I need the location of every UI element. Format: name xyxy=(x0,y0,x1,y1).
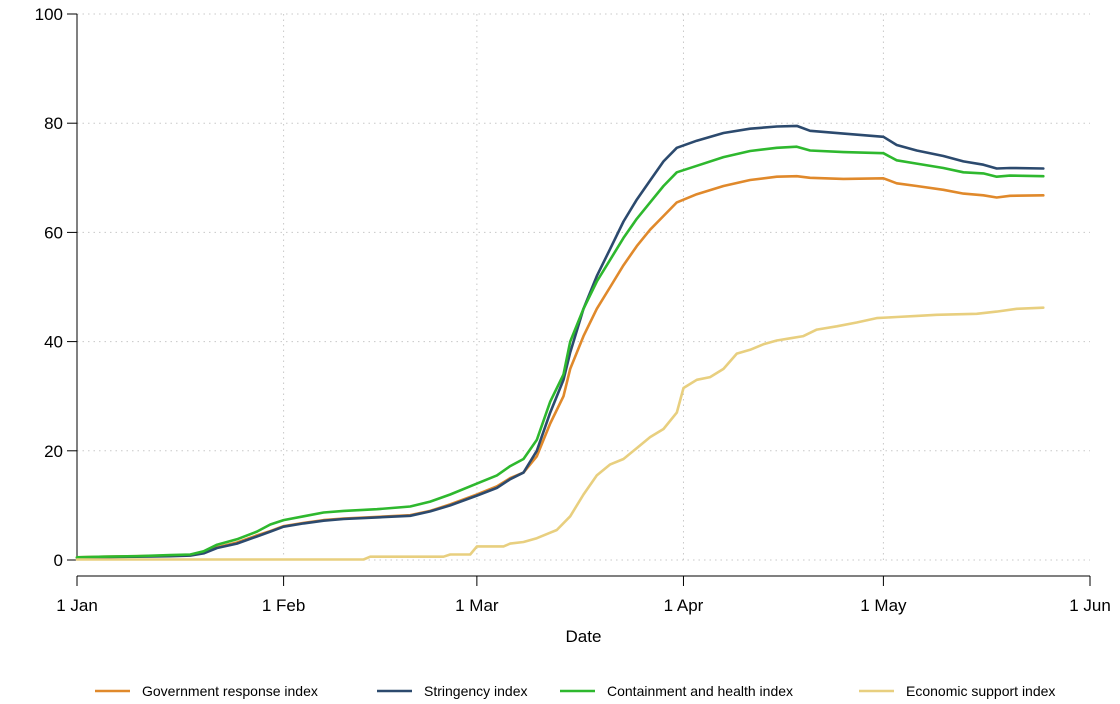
y-tick-label: 100 xyxy=(35,5,63,24)
y-tick-label: 20 xyxy=(44,442,63,461)
x-axis-title: Date xyxy=(566,627,602,646)
x-tick-label: 1 Feb xyxy=(262,596,305,615)
gridlines xyxy=(76,13,1090,561)
legend: Government response index Stringency inde… xyxy=(95,683,1055,699)
legend-label: Economic support index xyxy=(906,683,1055,699)
y-tick-label: 40 xyxy=(44,333,63,352)
axes: 0 20 40 60 80 100 1 Jan 1 Feb 1 Mar 1 Apr 1 May 1 J… xyxy=(35,5,1111,615)
series-line-3 xyxy=(75,145,1045,559)
series-line-4 xyxy=(75,306,1045,561)
y-tick-label: 80 xyxy=(44,114,63,133)
legend-label: Government response index xyxy=(142,683,318,699)
series-line-2 xyxy=(75,124,1045,560)
x-tick-label: 1 May xyxy=(860,596,907,615)
x-tick-label: 1 Apr xyxy=(664,596,704,615)
x-tick-label: 1 Jan xyxy=(56,596,98,615)
legend-label: Stringency index xyxy=(424,683,528,699)
legend-label: Containment and health index xyxy=(607,683,793,699)
series-line-1 xyxy=(75,174,1045,559)
series-lines xyxy=(75,124,1045,561)
x-tick-label: 1 Mar xyxy=(455,596,499,615)
y-tick-label: 0 xyxy=(54,551,63,570)
y-tick-label: 60 xyxy=(44,223,63,242)
x-tick-label: 1 Jun xyxy=(1069,596,1111,615)
